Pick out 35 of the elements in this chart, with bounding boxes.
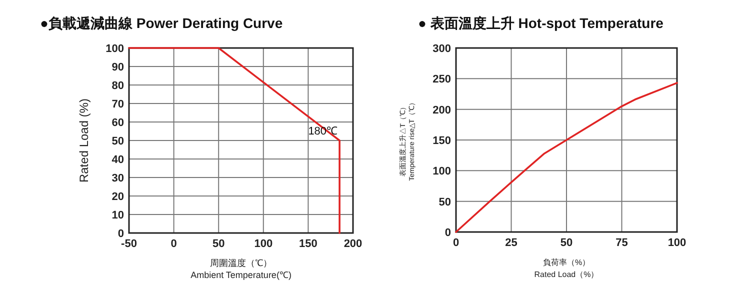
y-axis-title: Rated Load (%)	[77, 98, 91, 183]
y-tick-label: 50	[438, 196, 451, 208]
y-tick-label: 100	[106, 43, 124, 55]
y-tick-label: 30	[112, 172, 124, 184]
y-tick-label: 200	[432, 104, 451, 116]
x-tick-label: 50	[212, 238, 225, 250]
y-tick-label: 50	[112, 136, 124, 148]
y-tick-label: 10	[112, 210, 124, 222]
y-tick-label: 250	[432, 74, 451, 86]
y-tick-label: 80	[112, 80, 124, 92]
chart-title: ●負載遞減曲線 Power Derating Curve	[40, 15, 283, 31]
line-series	[455, 82, 678, 233]
x-tick-label: 0	[170, 238, 177, 250]
x-tick-label: -50	[121, 238, 137, 250]
y-tick-label: 90	[112, 62, 124, 74]
x-tick-label: 50	[560, 237, 573, 249]
x-tick-label: 150	[299, 238, 318, 250]
chart-title: ● 表面溫度上升 Hot-spot Temperature	[418, 15, 664, 31]
x-tick-label: 0	[452, 237, 460, 249]
x-axis-title: 負荷率（%） Rated Load（%）	[534, 258, 599, 279]
y-tick-label: 20	[112, 191, 124, 203]
y-tick-label: 150	[432, 135, 451, 147]
x-axis-title: 周圍溫度（℃） Ambient Temperature(℃)	[190, 258, 292, 280]
y-tick-label: 40	[112, 154, 124, 166]
x-tick-label: 25	[505, 237, 518, 249]
x-tick-label: 100	[254, 238, 273, 250]
y-tick-label: 70	[112, 98, 124, 110]
y-tick-label: 300	[432, 43, 451, 55]
x-tick-label: 100	[668, 237, 686, 249]
y-tick-label: 0	[118, 228, 124, 240]
x-tick-label: 75	[616, 237, 628, 249]
x-tick-label: 200	[344, 238, 362, 250]
y-tick-label: 0	[444, 227, 451, 239]
y-tick-label: 60	[112, 117, 124, 129]
y-tick-label: 100	[432, 166, 451, 178]
